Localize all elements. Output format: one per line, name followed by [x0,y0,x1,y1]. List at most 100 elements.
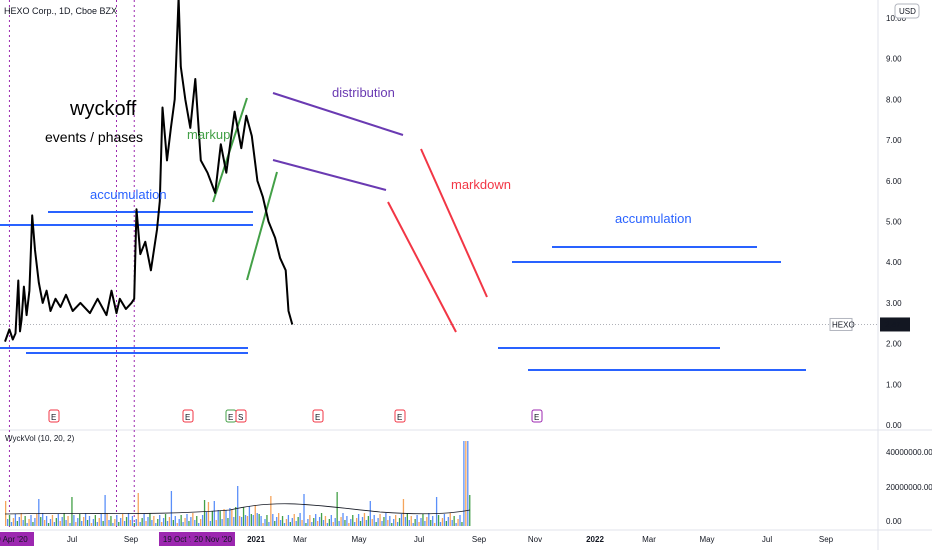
price-tag-value: 2.47 [885,320,901,329]
volume-bar [118,522,120,526]
volume-bar [188,521,190,526]
volume-bar [235,507,237,526]
volume-bar [40,517,42,526]
earnings-marker[interactable] [182,409,194,423]
volume-bar [266,515,268,526]
volume-bar [98,518,100,526]
volume-bar [219,511,221,526]
earnings-marker[interactable] [394,409,406,423]
volume-bar [162,518,165,526]
volume-bar [83,517,85,526]
volume-bar [457,519,459,526]
volume-bar [104,495,106,526]
volume-bar [414,519,416,526]
volume-bar [435,497,438,526]
volume-bar [279,520,282,526]
volume-bar [164,514,167,526]
volume-bar [344,520,346,526]
volume-bar [348,523,350,526]
annotation-accumulation-right: accumulation [615,211,692,226]
volume-bar [94,515,96,526]
volume-bar [36,514,38,526]
volume-bar [47,523,50,526]
earnings-marker[interactable] [312,409,324,423]
volume-bar [356,518,358,526]
volume-bar [77,518,79,526]
volume-bar [359,521,362,526]
volume-bar [223,509,225,526]
earnings-marker[interactable] [531,409,543,423]
volume-bar [432,516,434,526]
volume-bar [207,502,210,526]
x-tick-label: Mar [293,535,307,544]
volume-bar [28,519,30,526]
volume-bar [416,515,418,526]
volume-bar [272,514,274,526]
volume-bar [361,517,364,526]
volume-bar [441,518,444,526]
volume-tick-label: 0.00 [886,517,902,526]
volume-bar [326,523,329,526]
volume-bar [281,516,284,526]
earnings-marker[interactable] [48,409,60,423]
volume-bar [178,519,180,526]
volume-bar [55,518,57,526]
volume-bar [451,520,453,526]
volume-bar [205,512,208,526]
y-tick-label: 5.00 [886,218,902,227]
distribution-lower-line [272,159,387,191]
volume-bar [194,520,196,526]
volume-bar [198,523,200,526]
currency-label: USD [899,7,916,16]
volume-bar [250,514,252,526]
volume-bar [239,516,241,526]
annotation-wyckoff: wyckoff [69,98,137,120]
volume-bar [301,520,303,526]
volume-bar [406,513,408,526]
volume-bar [402,499,405,526]
volume-bar [237,486,239,526]
y-tick-label: 4.00 [886,258,902,267]
volume-bar [61,517,63,526]
volume-bar [242,507,245,526]
volume-bar [350,519,352,526]
volume-bar [176,523,178,526]
volume-bar [114,519,116,526]
volume-bar [340,517,342,526]
volume-bar [196,516,198,526]
volume-bar [422,514,424,526]
annotation-accumulation-left: accumulation [90,187,167,202]
volume-bar [278,513,280,526]
volume-bar [221,519,223,526]
volume-bar [96,522,98,526]
volume-bar [297,517,299,526]
symbol-title: HEXO Corp., 1D, Cboe BZX [4,6,118,16]
volume-bar [161,522,163,526]
y-tick-label: 9.00 [886,55,902,64]
volume-bar [12,518,15,526]
volume-bar [381,521,383,526]
volume-bar [260,516,262,526]
volume-bar [285,519,288,526]
volume-bar [44,520,46,526]
volume-bar [354,522,356,526]
volume-bar [244,515,247,526]
earnings-marker[interactable] [235,409,247,423]
volume-bar [373,515,375,526]
distribution-upper-line [272,92,404,136]
volume-bar [270,496,272,526]
volume-bar [426,517,428,526]
volume-bar [159,515,161,526]
volume-bar [201,515,204,526]
currency-badge[interactable] [894,3,920,19]
volume-bar [274,521,276,526]
volume-bar [135,519,137,526]
price-tag-value-box [880,317,910,332]
volume-bar [203,500,206,526]
volume-bar [157,519,159,526]
markdown-line-lower [387,201,457,333]
volume-bar [420,518,422,526]
y-tick-label: 7.00 [886,136,902,145]
volume-bar [16,521,18,526]
